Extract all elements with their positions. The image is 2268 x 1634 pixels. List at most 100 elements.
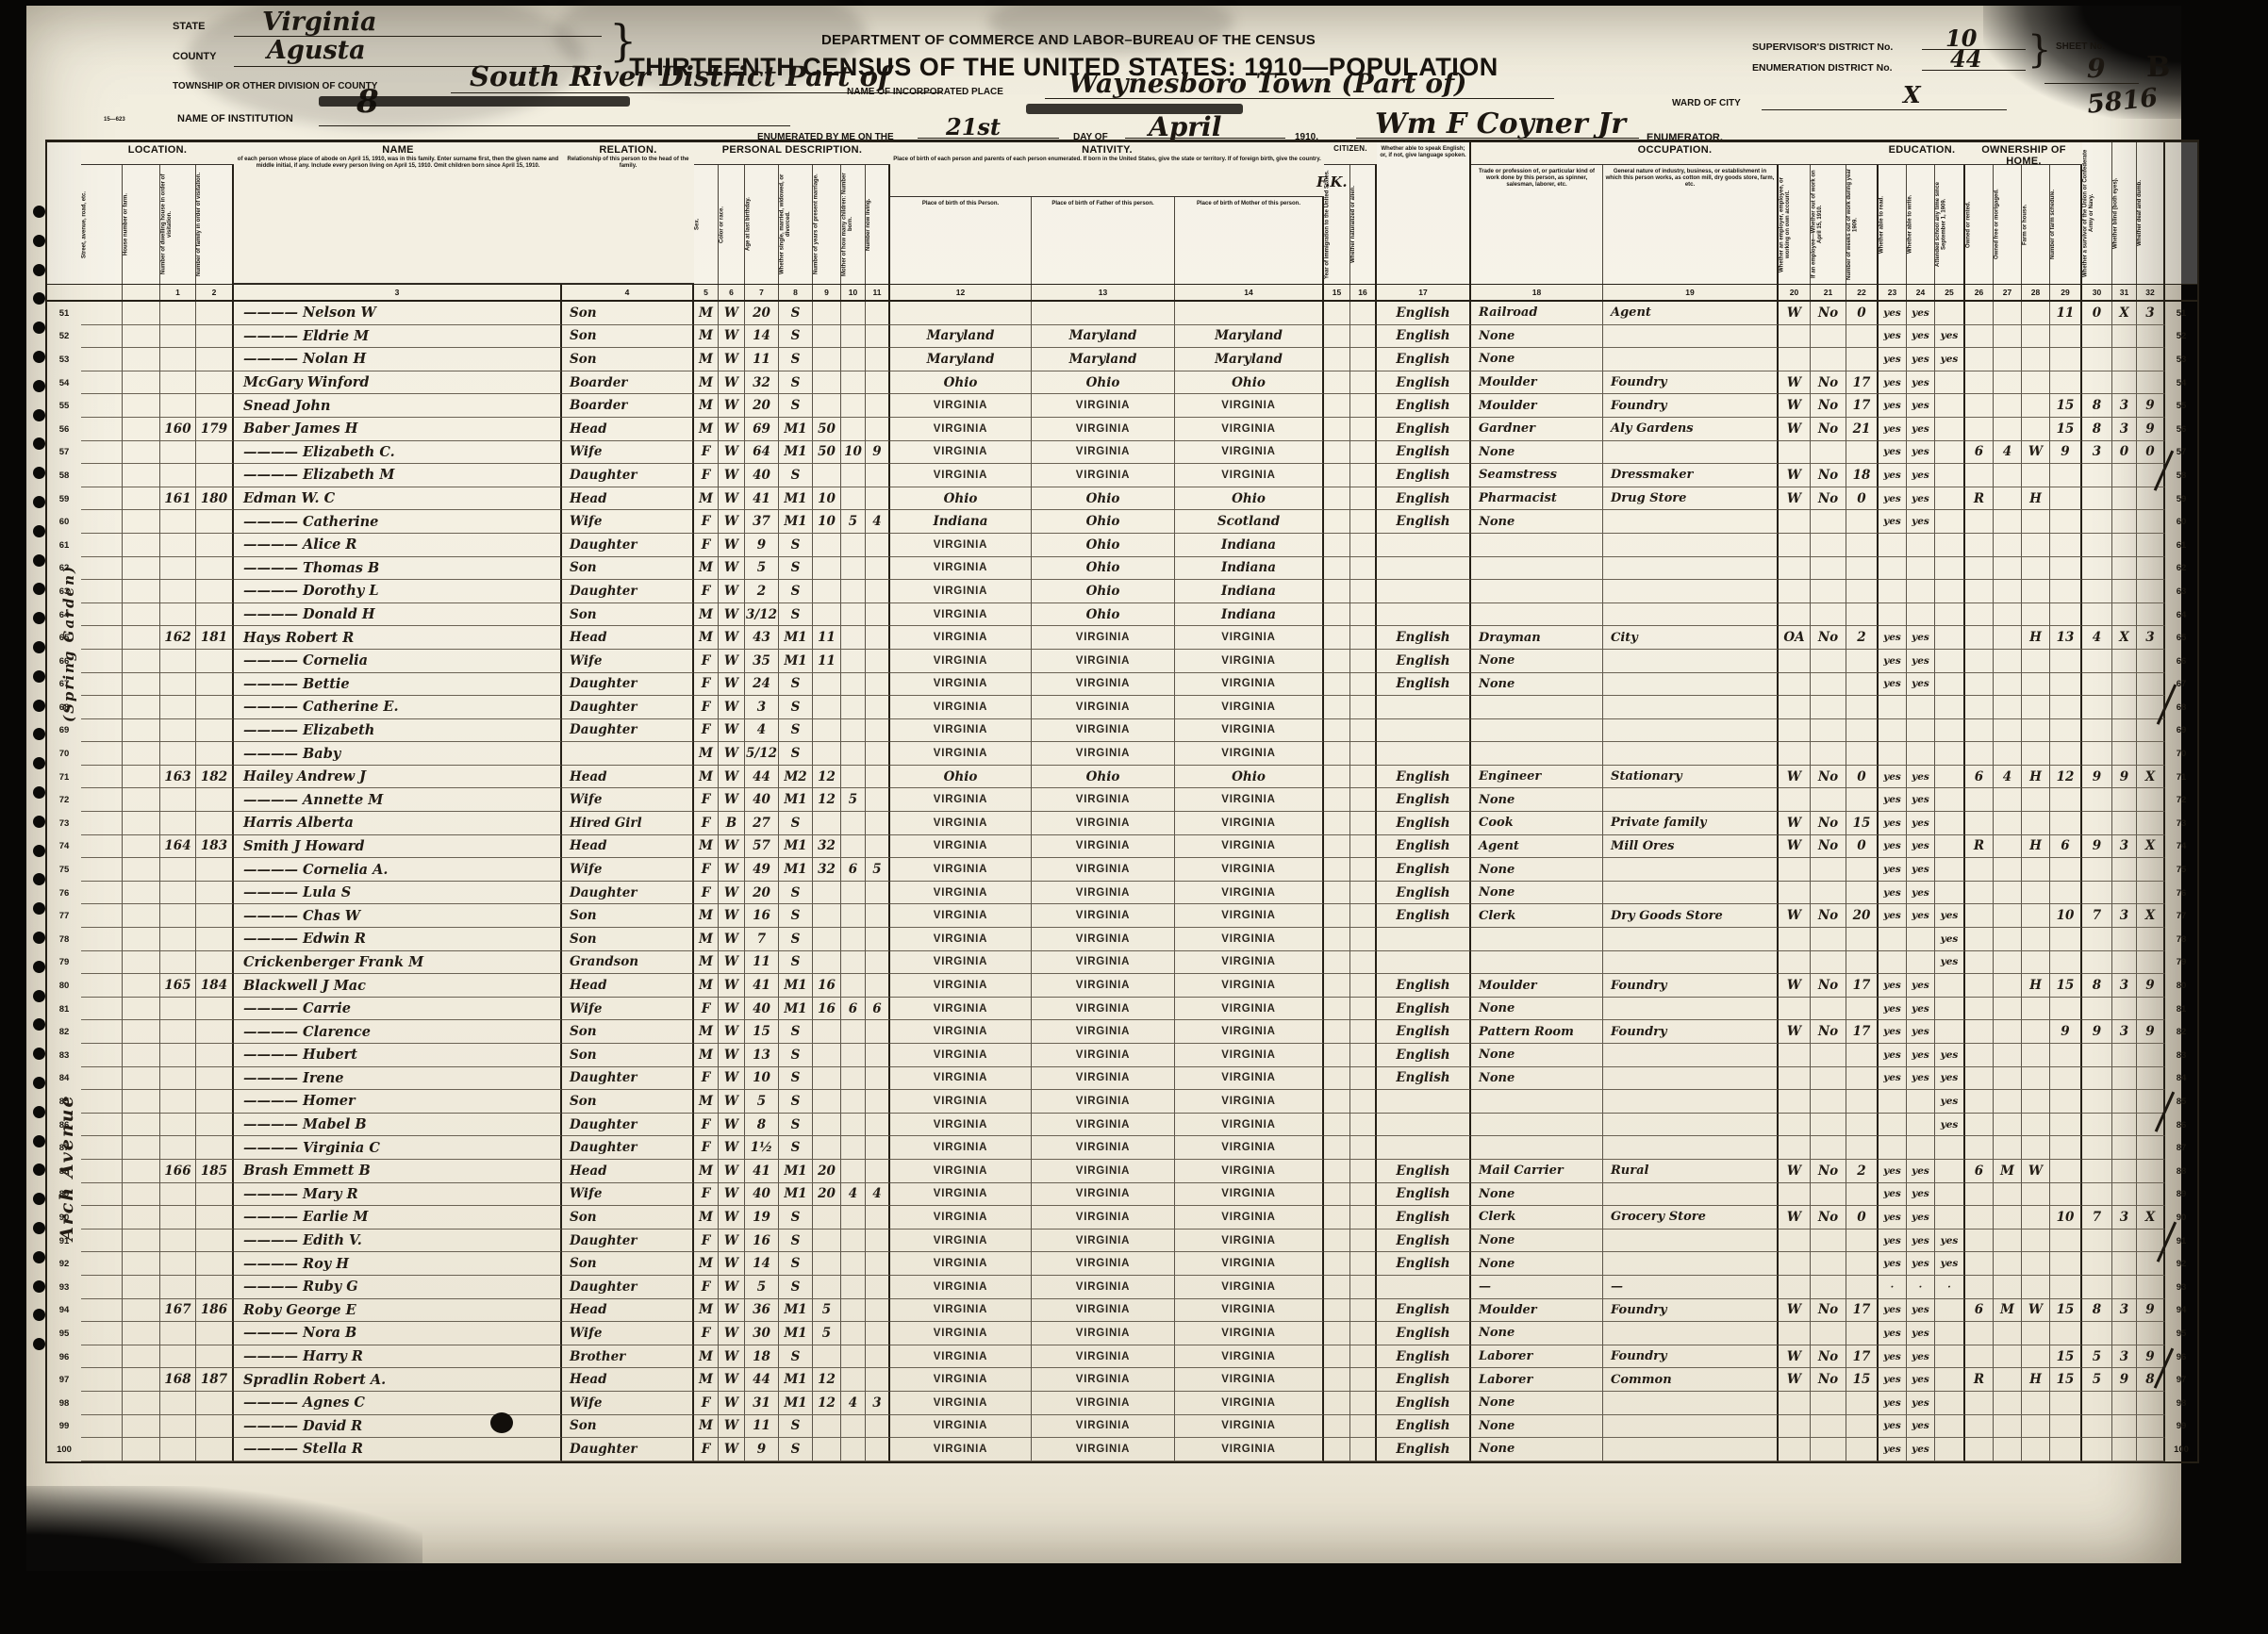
cell: W	[719, 1275, 745, 1299]
cell: VIRGINIA	[890, 788, 1032, 813]
cell	[1811, 649, 1846, 673]
cell: R	[1965, 1368, 1994, 1392]
cell: W	[719, 1414, 745, 1439]
column-header-cell	[47, 142, 81, 284]
cell: 5	[841, 510, 866, 534]
cell: English	[1377, 1159, 1471, 1183]
cell: yes	[1907, 812, 1935, 835]
line-number: 93	[58, 1281, 70, 1293]
stamped-value: VIRGINIA	[933, 445, 988, 458]
cell	[1324, 440, 1350, 465]
cell	[2022, 718, 2050, 743]
cell: English	[1377, 371, 1471, 395]
cell: F	[694, 997, 719, 1021]
cell	[2082, 672, 2112, 697]
column-header-cell: Owned or rented.	[1965, 142, 1994, 284]
cell: 12	[813, 1368, 841, 1392]
cell	[1779, 1322, 1811, 1345]
cell: M	[694, 1090, 719, 1114]
stamped-value: VIRGINIA	[933, 1396, 988, 1410]
cell	[1350, 1252, 1377, 1276]
cell: M1	[779, 1322, 813, 1345]
cell	[1324, 324, 1350, 349]
cell	[2022, 348, 2050, 371]
cell	[160, 904, 196, 929]
binder-hole	[33, 351, 45, 363]
cell	[1324, 858, 1350, 882]
table-row: 65 162 181 Hays Robert R Head M W 43 M1 11 VIRGINI…	[47, 626, 2197, 650]
cell	[2137, 1182, 2165, 1207]
cell	[2050, 348, 2082, 371]
cell	[2022, 812, 2050, 835]
column-group-title: LOCATION.	[127, 144, 188, 156]
cell: M	[694, 324, 719, 349]
cell: yes	[1879, 1229, 1907, 1253]
cell: 8	[2137, 1368, 2165, 1392]
cell: yes	[1907, 649, 1935, 673]
cell	[2112, 1090, 2137, 1114]
scan-smudge	[988, 0, 1233, 55]
cell: Private family	[1603, 812, 1779, 835]
line-number: 53	[58, 354, 70, 365]
cell	[1350, 1275, 1377, 1299]
cell: 7	[2082, 1206, 2112, 1230]
table-row: 51 ———— Nelson W Son M W 20 S English Railroad Ag…	[47, 302, 2197, 325]
cell	[1350, 765, 1377, 789]
column-group-ownership: OWNERSHIP OF HOME.	[1965, 142, 2082, 165]
cell	[1846, 1182, 1879, 1207]
cell	[841, 626, 866, 650]
cell	[1846, 997, 1879, 1021]
cell: VIRGINIA	[1175, 812, 1324, 835]
column-label: Whether deaf and dumb.	[2137, 180, 2143, 247]
cell: F	[694, 1136, 719, 1160]
cell: VIRGINIA	[1032, 464, 1175, 487]
cell: Wife	[562, 858, 694, 882]
cell: W	[719, 1298, 745, 1323]
cell	[841, 950, 866, 975]
cell	[2050, 1229, 2082, 1253]
cell	[1350, 1066, 1377, 1091]
cell	[1350, 1368, 1377, 1392]
cell: S	[779, 556, 813, 581]
state-value: Virginia	[262, 8, 377, 37]
cell	[123, 1252, 160, 1276]
cell: 17	[1846, 1020, 1879, 1044]
cell	[1811, 1391, 1846, 1415]
cell: yes	[1935, 1090, 1965, 1114]
cell	[123, 440, 160, 465]
cell	[2137, 858, 2165, 882]
column-header-cell: Whether an employer, employee, or workin…	[1779, 142, 1811, 284]
scan-tear-bottom-left	[26, 1486, 422, 1571]
cell: W	[1779, 1020, 1811, 1044]
cell	[123, 1206, 160, 1230]
cell	[866, 1322, 890, 1345]
cell	[2137, 1414, 2165, 1439]
cell	[813, 1345, 841, 1369]
cell	[1965, 348, 1994, 371]
cell: 11	[813, 649, 841, 673]
line-number: 86	[58, 1119, 70, 1131]
cell	[160, 510, 196, 534]
form-number: 15—623	[104, 117, 125, 123]
binder-hole	[33, 1193, 45, 1206]
cell	[81, 1368, 123, 1392]
cell: 5	[866, 858, 890, 882]
cell: yes	[1935, 348, 1965, 371]
line-number: 77	[58, 911, 70, 922]
line-number: 73	[2176, 817, 2187, 829]
column-header-cell: Number of family in order of visitation.	[196, 142, 234, 284]
census-table: Street, avenue, road, etc. House number o…	[45, 140, 2199, 1463]
cell	[160, 371, 196, 395]
cell: 3	[2112, 834, 2137, 859]
cell: 32	[745, 371, 779, 395]
cell: VIRGINIA	[1032, 1414, 1175, 1439]
column-group-note: of each person whose place of abode on A…	[237, 157, 559, 169]
cell	[123, 348, 160, 371]
cell	[2137, 1044, 2165, 1067]
cell: English	[1377, 1066, 1471, 1091]
cell	[1324, 394, 1350, 418]
column-number: 5	[694, 285, 719, 300]
cell: No	[1811, 1206, 1846, 1230]
cell: Hailey Andrew J	[234, 765, 562, 789]
